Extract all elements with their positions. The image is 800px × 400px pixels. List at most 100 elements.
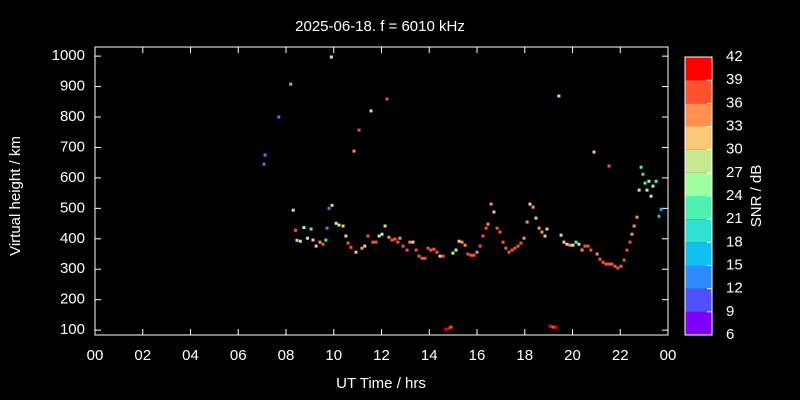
data-point [548, 324, 552, 328]
data-point [571, 243, 575, 247]
data-point [380, 232, 384, 236]
data-point [289, 82, 293, 86]
data-point [393, 237, 397, 241]
data-point [363, 244, 367, 248]
data-point [469, 253, 473, 257]
colorbar-tick-label: 42 [726, 48, 743, 65]
data-point [557, 94, 561, 98]
data-point [454, 248, 458, 252]
data-point [559, 233, 563, 237]
data-point [357, 128, 361, 132]
data-point [639, 165, 643, 169]
data-point [451, 251, 455, 255]
data-point [651, 184, 655, 188]
data-point [341, 224, 345, 228]
data-point [604, 262, 608, 266]
y-tick-label: 100 [60, 321, 85, 338]
data-point [435, 250, 439, 254]
colorbar-tick-label: 9 [726, 303, 734, 320]
chart-title: 2025-06-18. f = 6010 kHz [295, 18, 465, 35]
x-tick-label: 22 [612, 347, 629, 364]
colorbar-tick-label: 39 [726, 71, 743, 88]
data-point [501, 240, 505, 244]
data-point [396, 240, 400, 244]
data-point [408, 240, 412, 244]
colorbar-band [685, 311, 712, 335]
data-point [498, 230, 502, 234]
x-tick-label: 20 [564, 347, 581, 364]
data-point [645, 188, 649, 192]
data-point [398, 236, 402, 240]
data-point [291, 208, 295, 212]
data-point [574, 240, 578, 244]
data-point [385, 97, 389, 101]
x-tick-label: 06 [230, 347, 247, 364]
data-point [540, 230, 544, 234]
data-point [263, 153, 267, 157]
data-point [586, 244, 590, 248]
data-point [334, 221, 338, 225]
data-point [580, 248, 584, 252]
data-point [595, 252, 599, 256]
x-tick-label: 00 [660, 347, 677, 364]
data-point [295, 238, 299, 242]
data-point [478, 244, 482, 248]
data-point [447, 326, 451, 330]
data-point [607, 262, 611, 266]
data-point [360, 246, 364, 250]
data-point [417, 254, 421, 258]
data-point [635, 215, 639, 219]
data-point [352, 149, 356, 153]
y-tick-label: 400 [60, 230, 85, 247]
data-point [420, 256, 424, 260]
x-tick-label: 08 [278, 347, 295, 364]
data-point [262, 162, 266, 166]
data-point [321, 242, 325, 246]
colorbar-band [685, 288, 712, 312]
colorbar-band [685, 219, 712, 243]
data-point [647, 179, 651, 183]
data-point [489, 202, 493, 206]
data-point [294, 228, 298, 232]
x-tick-label: 10 [325, 347, 342, 364]
data-point [457, 239, 461, 243]
data-point [369, 109, 373, 113]
colorbar-band [685, 265, 712, 289]
colorbar-band [685, 242, 712, 266]
data-point [460, 240, 464, 244]
data-point [519, 241, 523, 245]
data-point [625, 248, 629, 252]
data-point [311, 238, 315, 242]
data-point [298, 239, 302, 243]
data-point [401, 244, 405, 248]
colorbar-band [685, 196, 712, 220]
data-point [601, 260, 605, 264]
data-point [630, 232, 634, 236]
data-point [444, 327, 448, 331]
data-point [486, 222, 490, 226]
data-point [659, 207, 663, 211]
y-tick-label: 200 [60, 291, 85, 308]
data-point [324, 238, 328, 242]
data-point [657, 214, 661, 218]
colorbar-tick-label: 6 [726, 326, 734, 343]
y-tick-label: 900 [60, 78, 85, 95]
x-tick-label: 18 [516, 347, 533, 364]
data-point [302, 226, 306, 230]
x-axis-label: UT Time / hrs [336, 375, 426, 392]
data-point [495, 226, 499, 230]
data-point [649, 194, 653, 198]
data-point [309, 227, 313, 231]
data-point [641, 172, 645, 176]
x-tick-label: 04 [182, 347, 199, 364]
data-point [318, 240, 322, 244]
data-point [513, 246, 517, 250]
data-point [562, 240, 566, 244]
data-point [438, 254, 442, 258]
data-point [327, 206, 331, 210]
data-point [484, 226, 488, 230]
y-tick-label: 300 [60, 260, 85, 277]
colorbar-tick-label: 33 [726, 117, 743, 134]
data-point [329, 55, 333, 59]
data-point [374, 240, 378, 244]
